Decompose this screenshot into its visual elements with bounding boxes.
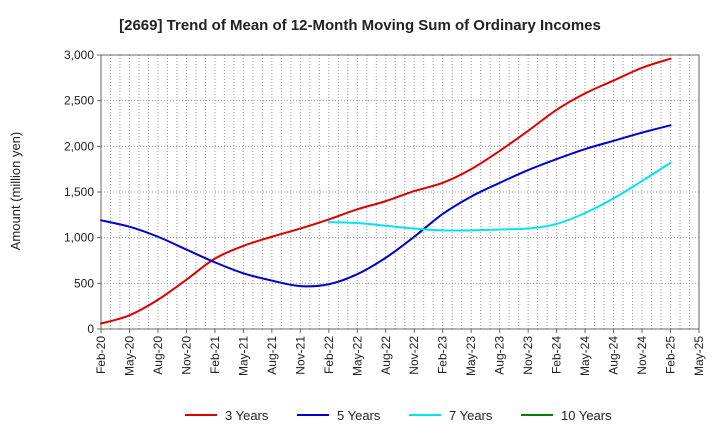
x-tick-label: Nov-22 bbox=[407, 336, 421, 375]
x-tick-label: Nov-24 bbox=[635, 336, 649, 375]
y-tick-label: 2,000 bbox=[64, 139, 94, 153]
x-tick-label: May-22 bbox=[350, 336, 364, 376]
legend-label-5-years: 5 Years bbox=[337, 408, 381, 423]
x-tick-label: May-24 bbox=[578, 336, 592, 376]
chart-title: [2669] Trend of Mean of 12-Month Moving … bbox=[119, 17, 601, 34]
x-tick-label: Aug-21 bbox=[265, 336, 279, 375]
y-tick-label: 0 bbox=[87, 322, 94, 336]
x-tick-label: Aug-20 bbox=[151, 336, 165, 375]
x-tick-label: May-21 bbox=[236, 336, 250, 376]
series-line-3-years bbox=[100, 57, 672, 325]
legend: 3 Years 5 Years 7 Years 10 Years bbox=[185, 408, 612, 423]
x-tick-label: Aug-23 bbox=[493, 336, 507, 375]
y-tick-label: 1,000 bbox=[64, 231, 94, 245]
x-tick-label: Feb-22 bbox=[322, 336, 336, 374]
x-tick-label: Feb-23 bbox=[436, 336, 450, 374]
x-tick-label: Aug-24 bbox=[607, 336, 621, 375]
series-lines bbox=[100, 57, 672, 325]
y-tick-label: 1,500 bbox=[64, 185, 94, 199]
x-tick-label: May-23 bbox=[464, 336, 478, 376]
y-tick-label: 500 bbox=[74, 276, 94, 290]
x-tick-label: May-25 bbox=[692, 336, 706, 376]
legend-label-7-years: 7 Years bbox=[449, 408, 493, 423]
x-tick-label: Aug-22 bbox=[379, 336, 393, 375]
plot-frame bbox=[100, 54, 700, 330]
x-tick-label: Nov-23 bbox=[521, 336, 535, 375]
legend-label-10-years: 10 Years bbox=[561, 408, 612, 423]
x-tick-label: May-20 bbox=[122, 336, 136, 376]
y-tick-label: 3,000 bbox=[64, 48, 94, 62]
plot-border bbox=[100, 54, 700, 330]
x-tick-label: Nov-20 bbox=[179, 336, 193, 375]
x-tick-label: Feb-21 bbox=[208, 336, 222, 374]
x-tick-label: Feb-25 bbox=[664, 336, 678, 374]
y-tick-label: 2,500 bbox=[64, 94, 94, 108]
series-line-7-years bbox=[327, 161, 672, 232]
series-line-5-years bbox=[100, 124, 672, 288]
x-tick-label: Feb-24 bbox=[550, 336, 564, 374]
x-tick-label: Nov-21 bbox=[293, 336, 307, 375]
grid-lines bbox=[100, 54, 700, 330]
y-axis-label: Amount (million yen) bbox=[8, 132, 23, 251]
x-tick-label: Feb-20 bbox=[94, 336, 108, 374]
x-axis-ticks: Feb-20 May-20 Aug-20 Nov-20 Feb-21 May-21 Aug-… bbox=[94, 329, 706, 376]
y-axis-ticks: 0 500 1,000 1,500 2,000 2,500 3,000 bbox=[64, 48, 101, 336]
legend-label-3-years: 3 Years bbox=[225, 408, 269, 423]
